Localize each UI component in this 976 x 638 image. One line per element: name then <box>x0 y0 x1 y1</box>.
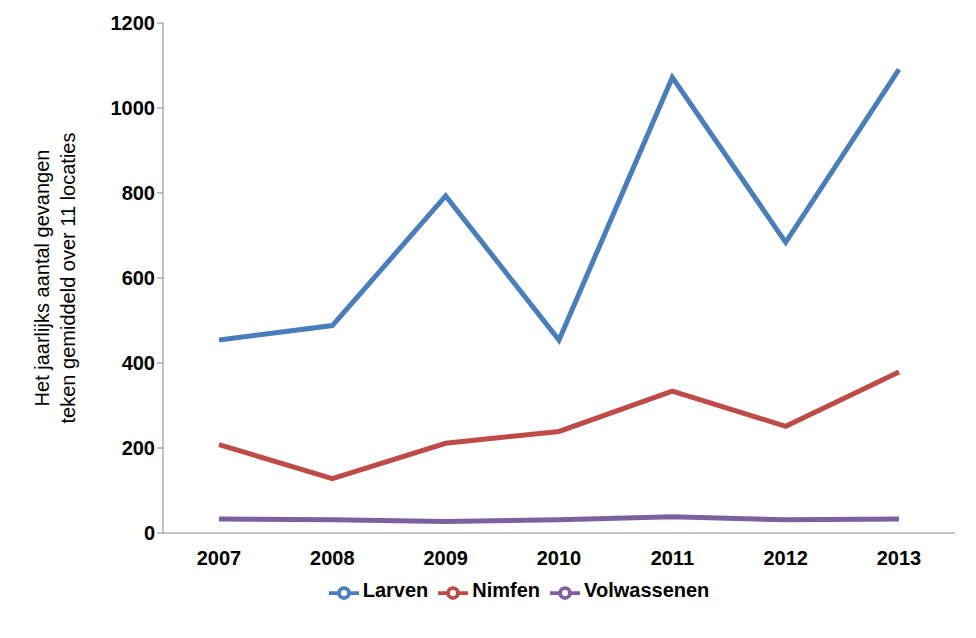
svg-text:1000: 1000 <box>111 97 156 119</box>
svg-text:2013: 2013 <box>877 547 922 569</box>
svg-text:2007: 2007 <box>197 547 242 569</box>
svg-text:800: 800 <box>122 182 155 204</box>
html-text:Nimfen: Nimfen <box>472 579 541 602</box>
svg-text:2012: 2012 <box>763 547 808 569</box>
svg-text:400: 400 <box>122 352 155 374</box>
svg-text:1200: 1200 <box>111 12 156 34</box>
svg-text:2011: 2011 <box>651 547 694 569</box>
svg-text:0: 0 <box>144 522 155 544</box>
svg-text:2009: 2009 <box>423 547 468 569</box>
svg-text:2010: 2010 <box>537 547 582 569</box>
svg-text:2008: 2008 <box>310 547 355 569</box>
html-text:Larven: Larven <box>362 579 429 602</box>
svg-text:200: 200 <box>122 437 155 459</box>
html-text:Volwassenen: Volwassenen <box>584 579 710 602</box>
svg-text:600: 600 <box>122 267 155 289</box>
svg-text:Het jaarlijks aantal gevangent: Het jaarlijks aantal gevangenteken gemid… <box>31 133 79 424</box>
